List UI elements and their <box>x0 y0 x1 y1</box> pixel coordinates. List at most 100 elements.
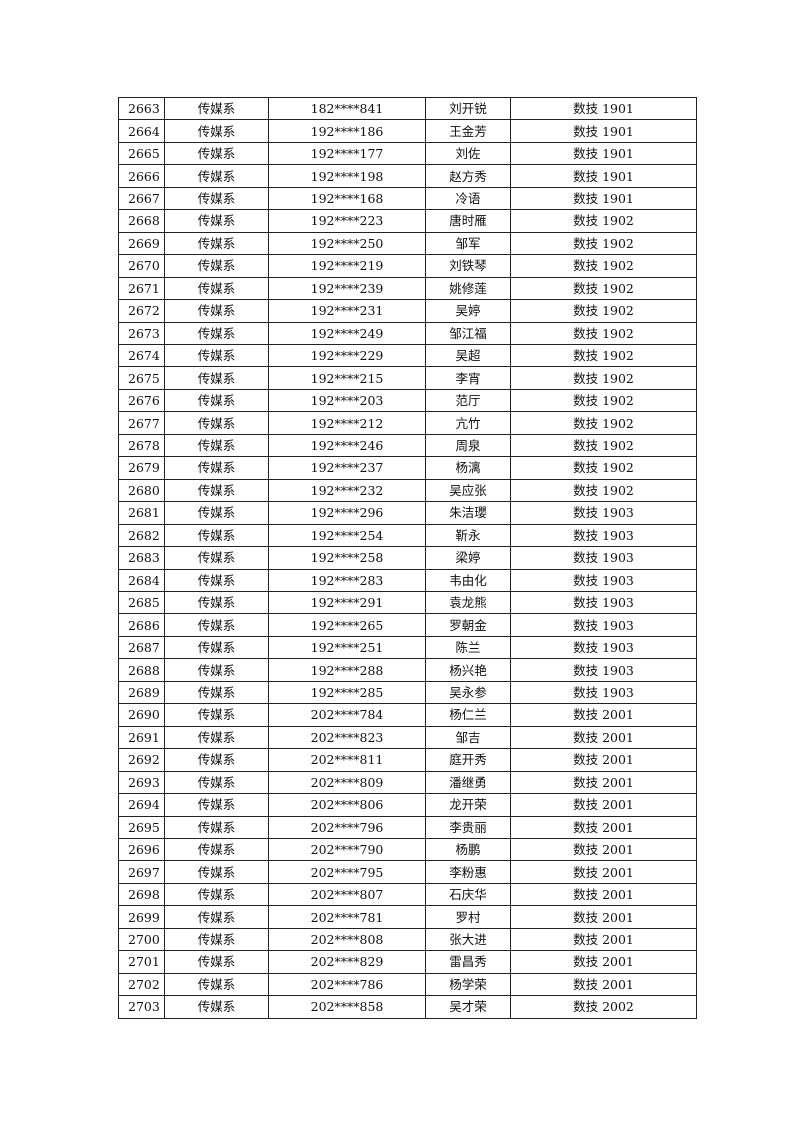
row-number-cell: 2668 <box>118 209 165 233</box>
row-number-cell: 2671 <box>118 276 165 301</box>
department-cell: 传媒系 <box>164 478 269 503</box>
department-cell: 传媒系 <box>164 456 269 480</box>
class-name-cell: 数技 2001 <box>510 950 697 974</box>
masked-id-cell: 202****811 <box>268 748 426 772</box>
student-name-cell: 唐时雁 <box>425 209 511 233</box>
class-name-cell: 数技 2001 <box>510 882 697 907</box>
student-name-cell: 杨兴艳 <box>425 658 511 682</box>
row-number-cell: 2663 <box>118 96 165 121</box>
masked-id-cell: 192****232 <box>268 478 426 503</box>
class-name-cell: 数技 1901 <box>510 119 697 143</box>
student-name-cell: 杨漓 <box>425 456 511 480</box>
student-name-cell: 袁龙熊 <box>425 590 511 615</box>
class-name-cell: 数技 1903 <box>510 501 697 525</box>
student-name-cell: 杨鹏 <box>425 837 511 862</box>
student-name-cell: 韦由化 <box>425 568 511 592</box>
class-name-cell: 数技 2001 <box>510 703 697 727</box>
table-row: 2664 传媒系 192****186 王金芳 数技 1901 <box>118 119 697 143</box>
table-row: 2674 传媒系 192****229 吴超 数技 1902 <box>118 343 697 368</box>
student-table: 2663 传媒系 182****841 刘开锐 数技 1901 2664 传媒系 192***… <box>118 96 697 1019</box>
row-number-cell: 2694 <box>118 793 165 817</box>
row-number-cell: 2673 <box>118 321 165 345</box>
table-row: 2686 传媒系 192****265 罗朝金 数技 1903 <box>118 613 697 637</box>
row-number-cell: 2664 <box>118 119 165 143</box>
student-name-cell: 邹吉 <box>425 725 511 750</box>
class-name-cell: 数技 1903 <box>510 613 697 637</box>
masked-id-cell: 192****219 <box>268 254 426 278</box>
row-number-cell: 2681 <box>118 501 165 525</box>
class-name-cell: 数技 1902 <box>510 321 697 345</box>
masked-id-cell: 192****250 <box>268 231 426 256</box>
table-row: 2673 传媒系 192****249 邹江福 数技 1902 <box>118 321 697 345</box>
department-cell: 传媒系 <box>164 186 269 211</box>
department-cell: 传媒系 <box>164 523 269 548</box>
department-cell: 传媒系 <box>164 837 269 862</box>
table-row: 2680 传媒系 192****232 吴应张 数技 1902 <box>118 478 697 503</box>
department-cell: 传媒系 <box>164 905 269 929</box>
table-row: 2669 传媒系 192****250 邹军 数技 1902 <box>118 231 697 256</box>
department-cell: 传媒系 <box>164 658 269 682</box>
masked-id-cell: 202****809 <box>268 770 426 795</box>
student-name-cell: 赵方秀 <box>425 164 511 188</box>
department-cell: 传媒系 <box>164 882 269 907</box>
row-number-cell: 2697 <box>118 860 165 884</box>
department-cell: 传媒系 <box>164 388 269 413</box>
department-cell: 传媒系 <box>164 546 269 570</box>
class-name-cell: 数技 2001 <box>510 927 697 952</box>
class-name-cell: 数技 1902 <box>510 433 697 458</box>
department-cell: 传媒系 <box>164 411 269 435</box>
department-cell: 传媒系 <box>164 299 269 323</box>
row-number-cell: 2665 <box>118 141 165 166</box>
class-name-cell: 数技 1902 <box>510 411 697 435</box>
masked-id-cell: 202****806 <box>268 793 426 817</box>
department-cell: 传媒系 <box>164 613 269 637</box>
student-name-cell: 石庆华 <box>425 882 511 907</box>
masked-id-cell: 192****186 <box>268 119 426 143</box>
table-row: 2665 传媒系 192****177 刘佐 数技 1901 <box>118 141 697 166</box>
row-number-cell: 2696 <box>118 837 165 862</box>
student-name-cell: 刘佐 <box>425 141 511 166</box>
masked-id-cell: 192****296 <box>268 501 426 525</box>
table-row: 2683 传媒系 192****258 梁婷 数技 1903 <box>118 546 697 570</box>
row-number-cell: 2692 <box>118 748 165 772</box>
row-number-cell: 2680 <box>118 478 165 503</box>
class-name-cell: 数技 1902 <box>510 366 697 390</box>
student-name-cell: 罗朝金 <box>425 613 511 637</box>
table-row: 2700 传媒系 202****808 张大进 数技 2001 <box>118 927 697 952</box>
class-name-cell: 数技 1902 <box>510 209 697 233</box>
student-name-cell: 吴才荣 <box>425 995 511 1019</box>
class-name-cell: 数技 1901 <box>510 186 697 211</box>
masked-id-cell: 192****254 <box>268 523 426 548</box>
row-number-cell: 2678 <box>118 433 165 458</box>
student-name-cell: 范厅 <box>425 388 511 413</box>
row-number-cell: 2684 <box>118 568 165 592</box>
class-name-cell: 数技 1902 <box>510 478 697 503</box>
table-row: 2699 传媒系 202****781 罗村 数技 2001 <box>118 905 697 929</box>
row-number-cell: 2686 <box>118 613 165 637</box>
class-name-cell: 数技 2001 <box>510 815 697 839</box>
department-cell: 传媒系 <box>164 164 269 188</box>
class-name-cell: 数技 1901 <box>510 141 697 166</box>
masked-id-cell: 192****239 <box>268 276 426 301</box>
row-number-cell: 2699 <box>118 905 165 929</box>
row-number-cell: 2672 <box>118 299 165 323</box>
row-number-cell: 2670 <box>118 254 165 278</box>
department-cell: 传媒系 <box>164 276 269 301</box>
masked-id-cell: 192****288 <box>268 658 426 682</box>
student-name-cell: 杨仁兰 <box>425 703 511 727</box>
row-number-cell: 2676 <box>118 388 165 413</box>
department-cell: 传媒系 <box>164 995 269 1019</box>
table-row: 2677 传媒系 192****212 亢竹 数技 1902 <box>118 411 697 435</box>
department-cell: 传媒系 <box>164 231 269 256</box>
student-name-cell: 邹江福 <box>425 321 511 345</box>
table-row: 2679 传媒系 192****237 杨漓 数技 1902 <box>118 456 697 480</box>
table-row: 2675 传媒系 192****215 李宵 数技 1902 <box>118 366 697 390</box>
row-number-cell: 2687 <box>118 635 165 660</box>
masked-id-cell: 192****249 <box>268 321 426 345</box>
row-number-cell: 2690 <box>118 703 165 727</box>
row-number-cell: 2685 <box>118 590 165 615</box>
masked-id-cell: 192****265 <box>268 613 426 637</box>
class-name-cell: 数技 2001 <box>510 748 697 772</box>
student-name-cell: 杨学荣 <box>425 972 511 997</box>
class-name-cell: 数技 1903 <box>510 658 697 682</box>
